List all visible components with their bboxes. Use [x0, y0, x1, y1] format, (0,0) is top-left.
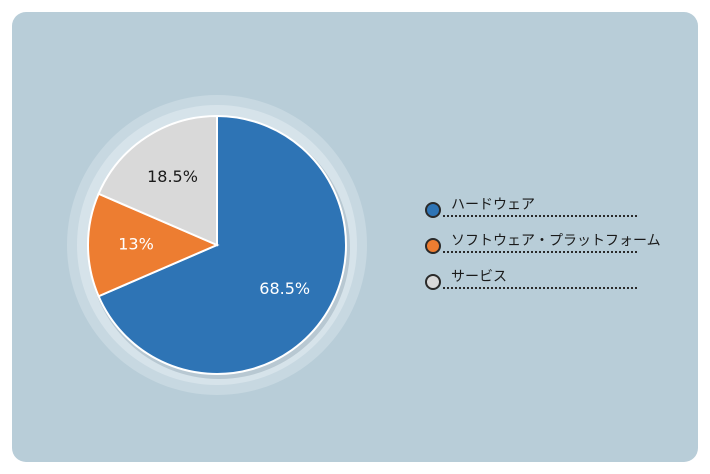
pie-slice-value-label: 13% [118, 235, 154, 254]
legend-label: ソフトウェア・プラットフォーム [451, 233, 661, 249]
legend-leader-line [443, 251, 637, 253]
legend-leader-line [443, 287, 637, 289]
legend-item-software-platform: ソフトウェア・プラットフォーム [423, 228, 661, 264]
pie-slice-value-label: 18.5% [147, 167, 198, 186]
pie-slice-services [97, 114, 218, 247]
legend-leader-line [443, 215, 637, 217]
legend-swatch [425, 202, 441, 218]
legend-swatch [425, 238, 441, 254]
legend-label: サービス [451, 269, 507, 285]
legend-item-services: サービス [423, 264, 643, 300]
legend-swatch [425, 274, 441, 290]
legend-item-hardware: ハードウェア [423, 192, 643, 228]
pie-slice-hardware [97, 114, 347, 375]
pie-slice-value-label: 68.5% [259, 279, 310, 298]
legend-label: ハードウェア [451, 197, 535, 213]
pie-slice-software-platform [87, 192, 220, 298]
legend: ハードウェア ソフトウェア・プラットフォーム サービス [423, 192, 661, 300]
pie-slices [87, 114, 347, 375]
pie-slice-labels: 68.5% 13% 18.5% [118, 167, 310, 298]
